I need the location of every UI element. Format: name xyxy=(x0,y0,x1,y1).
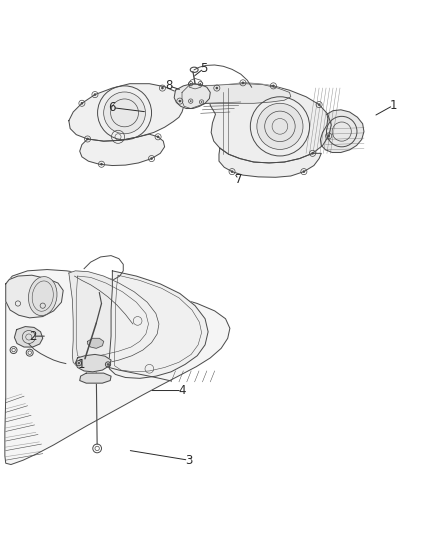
Polygon shape xyxy=(321,110,364,152)
Polygon shape xyxy=(69,84,184,141)
Text: 1: 1 xyxy=(389,99,397,112)
Ellipse shape xyxy=(28,277,57,316)
Circle shape xyxy=(78,362,80,365)
Text: 4: 4 xyxy=(178,384,186,397)
Polygon shape xyxy=(88,338,104,349)
Text: 8: 8 xyxy=(165,79,173,92)
Circle shape xyxy=(215,87,218,90)
Polygon shape xyxy=(219,148,321,177)
Polygon shape xyxy=(14,327,43,347)
Polygon shape xyxy=(110,271,208,378)
Circle shape xyxy=(100,163,103,166)
Text: 5: 5 xyxy=(200,62,208,75)
Circle shape xyxy=(86,138,89,140)
Circle shape xyxy=(81,102,83,104)
Circle shape xyxy=(201,101,202,103)
Text: 3: 3 xyxy=(185,454,192,467)
Circle shape xyxy=(161,87,164,90)
Circle shape xyxy=(257,103,303,149)
Circle shape xyxy=(311,152,314,155)
Polygon shape xyxy=(80,134,165,166)
Circle shape xyxy=(242,82,244,84)
Circle shape xyxy=(199,83,201,85)
Polygon shape xyxy=(182,84,291,109)
Circle shape xyxy=(190,100,191,102)
Circle shape xyxy=(179,100,181,102)
Circle shape xyxy=(272,85,275,87)
Circle shape xyxy=(107,363,110,366)
Circle shape xyxy=(231,171,233,173)
Circle shape xyxy=(94,93,96,96)
Text: 1: 1 xyxy=(78,358,86,371)
Polygon shape xyxy=(80,373,111,383)
Polygon shape xyxy=(75,354,111,372)
Circle shape xyxy=(157,135,159,138)
Circle shape xyxy=(303,171,305,173)
Polygon shape xyxy=(69,271,159,367)
Polygon shape xyxy=(6,275,63,318)
Polygon shape xyxy=(5,270,230,465)
Polygon shape xyxy=(209,83,331,163)
Circle shape xyxy=(190,83,191,85)
Text: 6: 6 xyxy=(109,101,116,114)
Circle shape xyxy=(318,103,321,106)
Text: 2: 2 xyxy=(29,329,36,343)
Circle shape xyxy=(104,92,145,134)
Circle shape xyxy=(150,157,153,160)
Circle shape xyxy=(327,135,330,137)
Polygon shape xyxy=(174,84,210,109)
Text: 7: 7 xyxy=(235,173,242,186)
